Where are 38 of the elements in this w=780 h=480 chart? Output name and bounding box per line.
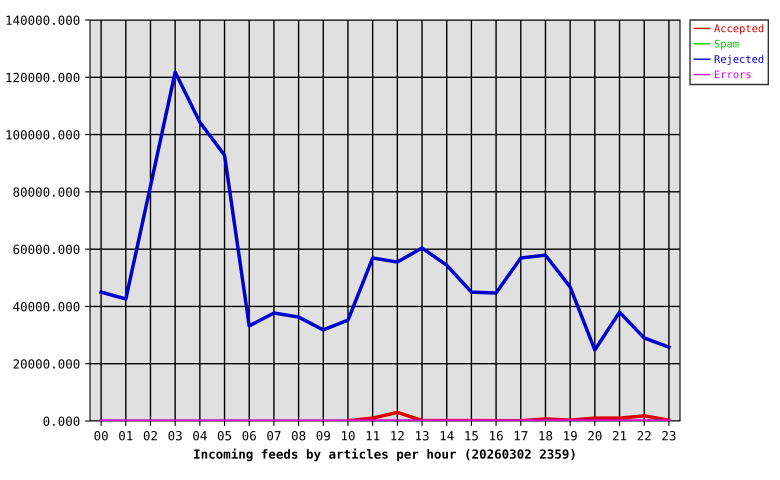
y-tick-label: 60000.000 — [13, 244, 80, 254]
x-tick-label: 23 — [662, 431, 676, 440]
x-tick-label: 11 — [366, 431, 380, 440]
x-axis-title: Incoming feeds by articles per hour (20260302 2359) — [194, 448, 575, 462]
x-tick-label: 13 — [416, 431, 429, 440]
x-tick-label: 04 — [193, 431, 207, 440]
x-tick-label: 16 — [490, 431, 503, 440]
y-tick-label: 100000.000 — [6, 130, 80, 140]
line-series — [99, 70, 671, 352]
y-tick-label: 20000.000 — [13, 359, 80, 369]
x-tick-label: 18 — [539, 431, 552, 440]
y-tick-label: 0.000 — [43, 416, 80, 426]
legend-label: Rejected — [714, 54, 764, 65]
x-tick-label: 03 — [168, 431, 182, 440]
x-tick-label: 22 — [638, 431, 651, 440]
y-tick-label: 80000.000 — [13, 187, 80, 197]
legend-label: Spam — [714, 40, 739, 50]
x-tick-label: 09 — [316, 431, 330, 440]
x-tick-label: 19 — [564, 431, 577, 440]
x-tick-label: 00 — [94, 431, 108, 440]
x-tick-label: 02 — [144, 431, 157, 440]
x-tick-label: 12 — [391, 431, 404, 440]
x-tick-label: 15 — [465, 431, 478, 440]
x-tick-label: 14 — [440, 431, 454, 440]
x-tick-label: 08 — [292, 431, 306, 440]
x-tick-label: 17 — [514, 431, 528, 440]
x-tick-label: 21 — [612, 431, 626, 440]
x-tick-label: 20 — [588, 431, 602, 440]
y-tick-label: 40000.000 — [13, 302, 80, 312]
y-tick-label: 140000.000 — [6, 16, 80, 25]
x-tick-label: 05 — [218, 431, 232, 440]
x-tick-label: 06 — [242, 431, 256, 440]
legend-label: Errors — [714, 70, 751, 78]
y-tick-label: 120000.000 — [6, 72, 80, 82]
x-tick-label: 01 — [119, 431, 132, 440]
x-tick-label: 10 — [342, 431, 355, 440]
legend-label: Accepted — [714, 24, 764, 34]
x-tick-label: 07 — [267, 431, 280, 440]
